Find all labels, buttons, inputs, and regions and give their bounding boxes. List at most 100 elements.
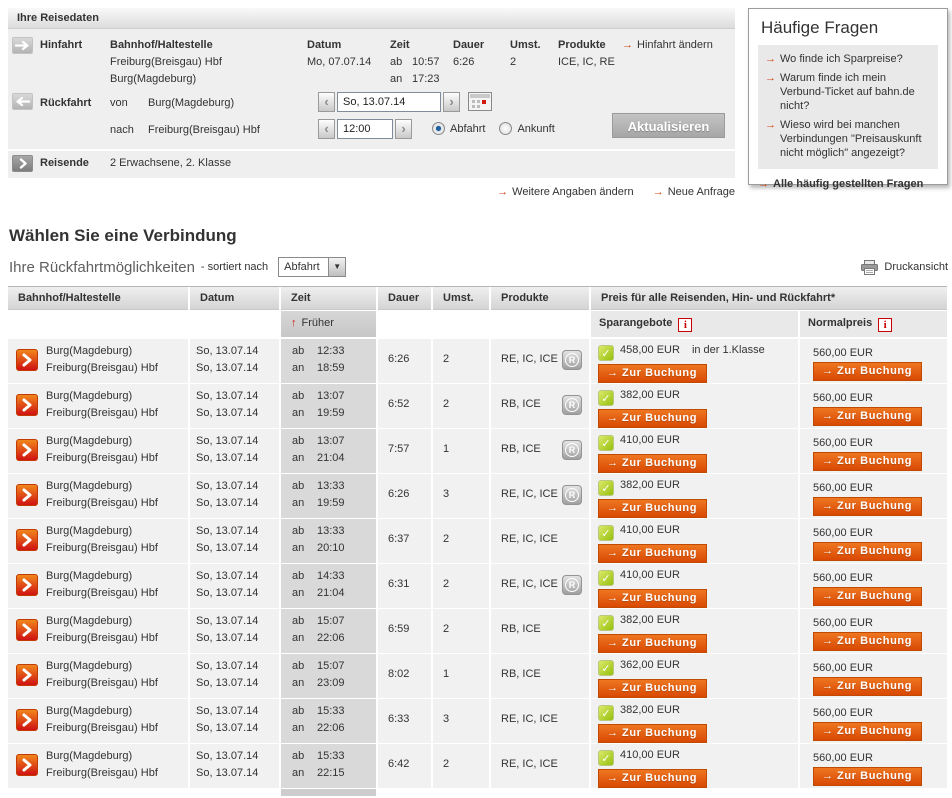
- info-icon[interactable]: i: [878, 318, 893, 332]
- row-products: RE, IC, ICE: [501, 533, 558, 545]
- calendar-icon[interactable]: [468, 92, 492, 114]
- time-next-button[interactable]: ›: [395, 119, 412, 139]
- faq-item-preisauskunft[interactable]: → Wieso wird bei manchen Verbindungen "Pr…: [765, 119, 922, 159]
- date-stepper: ‹›: [318, 92, 492, 114]
- return-date-input[interactable]: [337, 92, 441, 112]
- arrow-right-icon: →: [822, 725, 833, 737]
- row-departure-time: 13:33: [317, 525, 345, 537]
- header-datum: Datum: [190, 287, 279, 310]
- normal-zur-buchung-button[interactable]: → Zur Buchung: [813, 407, 923, 426]
- ab-label: ab: [292, 390, 305, 402]
- connection-arrow-icon[interactable]: [16, 574, 38, 596]
- normal-zur-buchung-button[interactable]: → Zur Buchung: [813, 632, 923, 651]
- row-date-from: So, 13.07.14: [196, 660, 259, 672]
- row-products: RB, ICE: [501, 443, 541, 455]
- connection-arrow-icon[interactable]: [16, 664, 38, 686]
- faq-all-link[interactable]: → Alle häufig gestellten Fragen: [758, 178, 924, 190]
- spar-zur-buchung-button[interactable]: → Zur Buchung: [598, 634, 708, 653]
- row-normal-price: 560,00 EUR: [813, 572, 873, 584]
- normal-zur-buchung-button[interactable]: → Zur Buchung: [813, 497, 923, 516]
- spar-zur-buchung-button[interactable]: → Zur Buchung: [598, 769, 708, 788]
- date-prev-button[interactable]: ‹: [318, 92, 335, 112]
- date-next-button[interactable]: ›: [443, 92, 460, 112]
- reservation-icon: R: [562, 440, 582, 460]
- row-duration: 6:59: [378, 609, 431, 653]
- time-prev-button[interactable]: ‹: [318, 119, 335, 139]
- arrow-right-icon: →: [497, 186, 509, 198]
- header-zeit: Zeit: [281, 287, 376, 310]
- normal-zur-buchung-button[interactable]: → Zur Buchung: [813, 722, 923, 741]
- normal-zur-buchung-button[interactable]: → Zur Buchung: [813, 677, 923, 696]
- weitere-angaben-link[interactable]: → Weitere Angaben ändern: [497, 186, 634, 198]
- row-arrival-time: 22:15: [317, 767, 345, 779]
- row-products: RE, IC, ICE: [501, 758, 558, 770]
- return-time-input[interactable]: [337, 119, 393, 139]
- connection-arrow-icon[interactable]: [16, 394, 38, 416]
- row-from-station: Burg(Magdeburg): [46, 615, 133, 627]
- neue-anfrage-link[interactable]: → Neue Anfrage: [652, 186, 735, 198]
- spar-zur-buchung-button[interactable]: → Zur Buchung: [598, 679, 708, 698]
- hinfahrt-label: Hinfahrt: [40, 39, 83, 51]
- row-to-station: Freiburg(Breisgau) Hbf: [46, 362, 158, 374]
- spar-zur-buchung-button[interactable]: → Zur Buchung: [598, 724, 708, 743]
- header-dauer: Dauer: [378, 287, 431, 310]
- connection-arrow-icon[interactable]: [16, 754, 38, 776]
- connection-arrow-icon[interactable]: [16, 529, 38, 551]
- connection-arrow-icon[interactable]: [16, 349, 38, 371]
- an-label: an: [292, 497, 305, 509]
- normal-zur-buchung-button[interactable]: → Zur Buchung: [813, 542, 923, 561]
- connection-arrow-icon[interactable]: [16, 439, 38, 461]
- normal-zur-buchung-button[interactable]: → Zur Buchung: [813, 452, 923, 471]
- normal-zur-buchung-button[interactable]: → Zur Buchung: [813, 362, 923, 381]
- faq-panel: → Wo finde ich Sparpreise? → Warum finde i…: [758, 45, 938, 169]
- ab-label: ab: [292, 750, 305, 762]
- row-saver-price: 410,00 EUR: [620, 569, 680, 581]
- hinfahrt-ab-label: ab: [390, 56, 403, 68]
- sort-select[interactable]: Abfahrt ▼: [278, 257, 347, 277]
- arrow-right-icon: →: [622, 39, 633, 51]
- spar-zur-buchung-button[interactable]: → Zur Buchung: [598, 454, 708, 473]
- connection-arrow-icon[interactable]: [16, 619, 38, 641]
- aktualisieren-button[interactable]: Aktualisieren: [612, 113, 725, 138]
- connection-row: Burg(Magdeburg) Freiburg(Breisgau) Hbf S…: [8, 609, 947, 653]
- reservation-icon: R: [562, 350, 582, 370]
- faq-item-sparpreise[interactable]: → Wo finde ich Sparpreise?: [765, 53, 903, 65]
- row-duration: 8:02: [378, 654, 431, 698]
- info-icon[interactable]: i: [678, 318, 693, 332]
- druckansicht-link[interactable]: Druckansicht: [861, 259, 948, 275]
- col-dauer-label: Dauer: [453, 39, 485, 51]
- spar-zur-buchung-button[interactable]: → Zur Buchung: [598, 409, 708, 428]
- abfahrt-radio[interactable]: [432, 122, 445, 135]
- an-label: an: [292, 407, 305, 419]
- row-duration: 6:42: [378, 744, 431, 788]
- connection-arrow-icon[interactable]: [16, 709, 38, 731]
- faq-item-verbund-ticket[interactable]: → Warum finde ich mein Verbund-Ticket auf…: [765, 72, 915, 112]
- col-station-label: Bahnhof/Haltestelle: [110, 39, 213, 51]
- ankunft-radio[interactable]: [499, 122, 513, 135]
- sparangebote-header: Sparangebote i: [591, 311, 798, 337]
- row-changes: 1: [433, 429, 489, 473]
- connection-arrow-icon[interactable]: [16, 484, 38, 506]
- normal-zur-buchung-button[interactable]: → Zur Buchung: [813, 587, 923, 606]
- spar-zur-buchung-button[interactable]: → Zur Buchung: [598, 364, 708, 383]
- hinfahrt-to: Burg(Magdeburg): [110, 73, 197, 85]
- normal-zur-buchung-button[interactable]: → Zur Buchung: [813, 767, 923, 786]
- header-produkte: Produkte: [491, 287, 589, 310]
- connection-row: Burg(Magdeburg) Freiburg(Breisgau) Hbf S…: [8, 564, 947, 608]
- hinfahrt-aendern-link[interactable]: → Hinfahrt ändern: [622, 39, 713, 51]
- row-changes: 2: [433, 384, 489, 428]
- results-title: Ihre Rückfahrtmöglichkeiten: [9, 258, 195, 276]
- arrow-right-icon: →: [822, 500, 833, 512]
- row-to-station: Freiburg(Breisgau) Hbf: [46, 452, 158, 464]
- row-arrival-time: 21:04: [317, 452, 345, 464]
- spar-zur-buchung-button[interactable]: → Zur Buchung: [598, 544, 708, 563]
- row-to-station: Freiburg(Breisgau) Hbf: [46, 677, 158, 689]
- row-normal-price: 560,00 EUR: [813, 347, 873, 359]
- spar-zur-buchung-button[interactable]: → Zur Buchung: [598, 499, 708, 518]
- frueher-button[interactable]: ↑ Früher: [281, 311, 376, 337]
- row-from-station: Burg(Magdeburg): [46, 750, 133, 762]
- ab-label: ab: [292, 705, 305, 717]
- spar-zur-buchung-button[interactable]: → Zur Buchung: [598, 589, 708, 608]
- row-date-from: So, 13.07.14: [196, 570, 259, 582]
- hinfahrt-ab-time: 10:57: [412, 56, 440, 68]
